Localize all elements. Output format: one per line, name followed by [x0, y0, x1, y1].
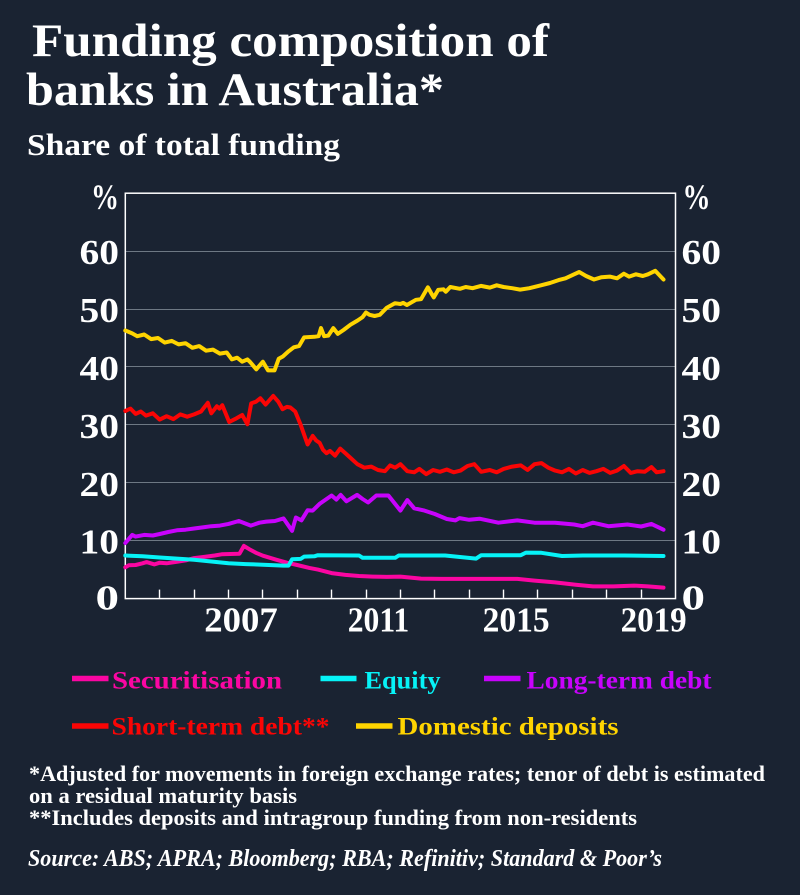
svg-text:Funding composition of: Funding composition of: [32, 16, 550, 67]
svg-text:2007: 2007: [204, 601, 278, 640]
svg-text:*Adjusted for movements in for: *Adjusted for movements in foreign excha…: [29, 761, 765, 786]
svg-text:20: 20: [80, 465, 120, 504]
svg-text:banks in Australia*: banks in Australia*: [26, 65, 444, 116]
svg-text:20: 20: [682, 465, 722, 504]
svg-text:60: 60: [80, 233, 120, 272]
svg-text:2019: 2019: [621, 601, 687, 640]
svg-text:60: 60: [682, 233, 722, 272]
svg-text:40: 40: [682, 349, 722, 388]
svg-text:50: 50: [80, 291, 120, 330]
svg-text:Long-term debt: Long-term debt: [527, 668, 713, 695]
svg-text:Equity: Equity: [365, 668, 442, 695]
svg-text:Source: ABS; APRA; Bloomberg;: Source: ABS; APRA; Bloomberg; RBA; Refin…: [28, 845, 662, 872]
svg-text:**Includes deposits and intrag: **Includes deposits and intragroup fundi…: [29, 805, 637, 830]
svg-text:2015: 2015: [483, 601, 550, 640]
svg-text:%: %: [91, 177, 119, 217]
svg-text:Securitisation: Securitisation: [112, 668, 282, 695]
svg-text:10: 10: [682, 523, 722, 562]
svg-text:0: 0: [682, 578, 706, 617]
svg-text:0: 0: [96, 578, 120, 617]
svg-text:%: %: [683, 177, 711, 217]
svg-text:40: 40: [80, 349, 120, 388]
svg-text:Short-term debt**: Short-term debt**: [112, 714, 330, 741]
svg-text:Domestic deposits: Domestic deposits: [398, 714, 619, 741]
svg-text:on a residual maturity basis: on a residual maturity basis: [29, 783, 297, 808]
svg-text:50: 50: [682, 291, 722, 330]
svg-text:30: 30: [80, 407, 120, 446]
svg-text:10: 10: [80, 523, 120, 562]
svg-text:30: 30: [682, 407, 722, 446]
svg-text:2011: 2011: [348, 601, 410, 640]
svg-text:Share of total funding: Share of total funding: [27, 127, 341, 162]
